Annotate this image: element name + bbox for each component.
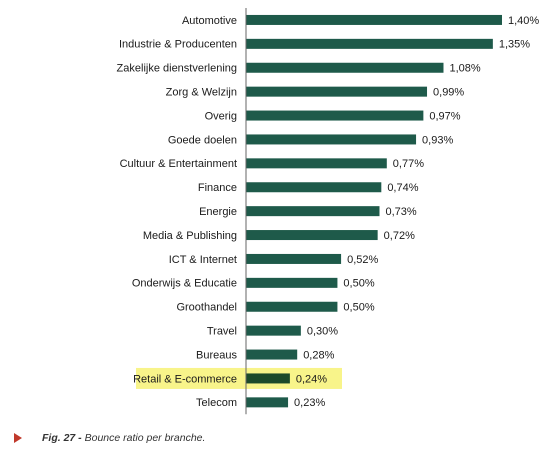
bar-media-and-publishing bbox=[246, 230, 378, 241]
category-label-zorg-and-welzijn: Zorg & Welzijn bbox=[166, 86, 237, 98]
value-label-overig: 0,97% bbox=[429, 110, 460, 122]
value-label-finance: 0,74% bbox=[387, 182, 418, 194]
category-label-retail-and-e-commerce: Retail & E-commerce bbox=[133, 373, 237, 385]
value-label-energie: 0,73% bbox=[385, 206, 416, 218]
caption-label: Fig. 27 - bbox=[42, 432, 82, 444]
category-label-goede-doelen: Goede doelen bbox=[168, 134, 237, 146]
value-label-zakelijke-dienstverlening: 1,08% bbox=[449, 63, 480, 75]
bounce-ratio-bar-chart: Automotive 1,40% Industrie & Producenten 1,… bbox=[117, 8, 539, 415]
value-label-travel: 0,30% bbox=[307, 325, 338, 337]
category-label-bureaus: Bureaus bbox=[196, 349, 237, 361]
value-label-goede-doelen: 0,93% bbox=[422, 134, 453, 146]
category-label-ict-and-internet: ICT & Internet bbox=[169, 254, 237, 266]
highlight-band bbox=[136, 367, 342, 389]
bar-zakelijke-dienstverlening bbox=[246, 62, 444, 73]
category-label-cultuur-and-entertainment: Cultuur & Entertainment bbox=[120, 158, 237, 170]
category-label-zakelijke-dienstverlening: Zakelijke dienstverlening bbox=[117, 63, 237, 75]
value-label-bureaus: 0,28% bbox=[303, 349, 334, 361]
value-label-onderwijs-and-educatie: 0,50% bbox=[343, 278, 374, 290]
caption-marker-icon bbox=[14, 433, 22, 443]
category-label-finance: Finance bbox=[198, 182, 237, 194]
bar-overig bbox=[246, 110, 424, 121]
value-label-media-and-publishing: 0,72% bbox=[384, 230, 415, 242]
value-label-cultuur-and-entertainment: 0,77% bbox=[393, 158, 424, 170]
value-label-telecom: 0,23% bbox=[294, 397, 325, 409]
value-label-zorg-and-welzijn: 0,99% bbox=[433, 86, 464, 98]
category-label-energie: Energie bbox=[199, 206, 237, 218]
bar-groothandel bbox=[246, 301, 338, 312]
category-label-media-and-publishing: Media & Publishing bbox=[143, 230, 237, 242]
category-label-groothandel: Groothandel bbox=[176, 302, 237, 314]
category-label-telecom: Telecom bbox=[196, 397, 237, 409]
bar-automotive bbox=[246, 14, 502, 25]
bar-goede-doelen bbox=[246, 134, 417, 145]
figure-caption: Fig. 27 - Bounce ratio per branche. bbox=[14, 429, 205, 447]
bar-ict-and-internet bbox=[246, 253, 342, 264]
bar-onderwijs-and-educatie bbox=[246, 277, 338, 288]
value-label-groothandel: 0,50% bbox=[343, 302, 374, 314]
bar-cultuur-and-entertainment bbox=[246, 158, 387, 169]
category-label-automotive: Automotive bbox=[182, 15, 237, 27]
caption-text: Bounce ratio per branche. bbox=[84, 432, 206, 444]
category-label-onderwijs-and-educatie: Onderwijs & Educatie bbox=[132, 278, 237, 290]
value-label-automotive: 1,40% bbox=[508, 15, 539, 27]
category-label-industrie-and-producenten: Industrie & Producenten bbox=[119, 39, 237, 51]
bar-bureaus bbox=[246, 349, 298, 360]
bar-energie bbox=[246, 206, 380, 217]
value-label-industrie-and-producenten: 1,35% bbox=[499, 39, 530, 51]
bar-finance bbox=[246, 182, 382, 193]
category-label-travel: Travel bbox=[207, 325, 237, 337]
bar-travel bbox=[246, 325, 301, 336]
value-label-ict-and-internet: 0,52% bbox=[347, 254, 378, 266]
bar-industrie-and-producenten bbox=[246, 38, 493, 49]
bar-retail-and-e-commerce bbox=[246, 373, 290, 384]
bar-zorg-and-welzijn bbox=[246, 86, 428, 97]
value-label-retail-and-e-commerce: 0,24% bbox=[296, 373, 327, 385]
bar-telecom bbox=[246, 397, 289, 408]
category-label-overig: Overig bbox=[205, 110, 237, 122]
